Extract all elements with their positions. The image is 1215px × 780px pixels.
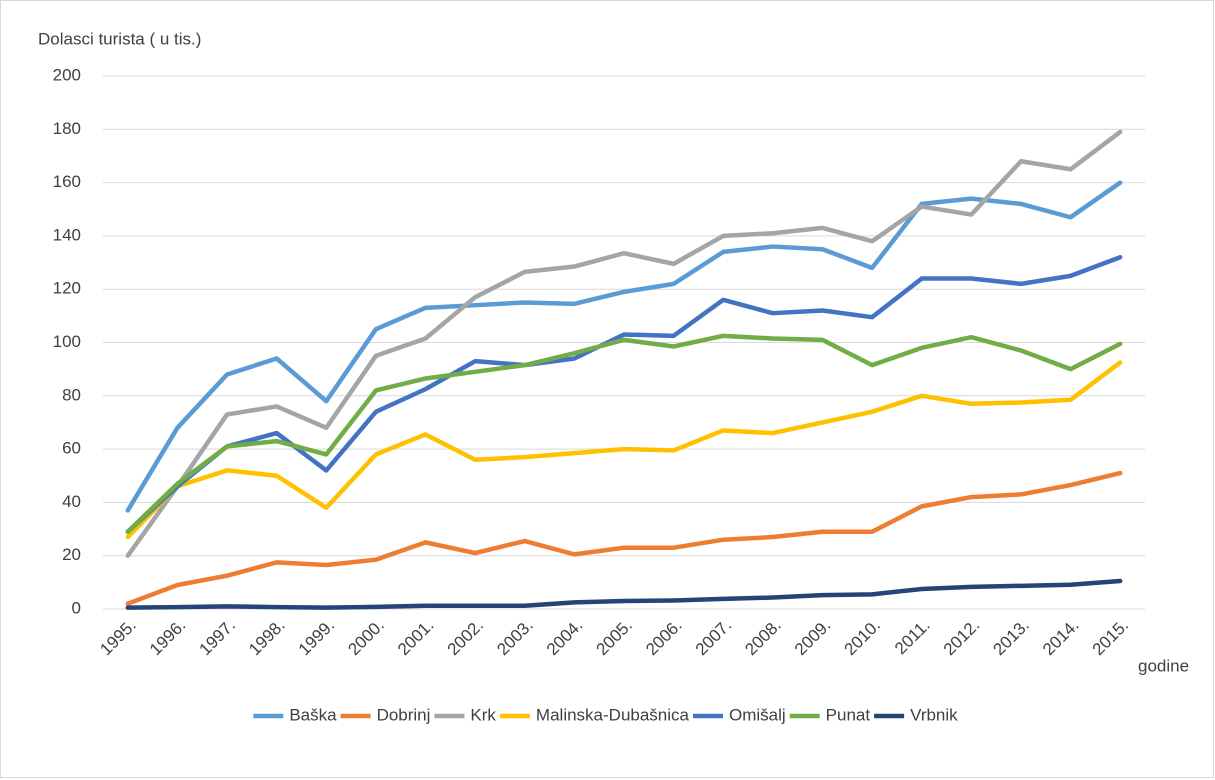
series-line <box>125 360 1123 540</box>
series-line <box>125 333 1123 534</box>
y-tick-label: 140 <box>53 225 81 244</box>
legend-label: Punat <box>826 705 871 724</box>
y-tick-label: 100 <box>53 332 81 351</box>
x-axis-title: godine <box>1138 656 1189 675</box>
y-tick-label: 0 <box>72 598 81 617</box>
y-tick-label: 40 <box>62 492 81 511</box>
series-line <box>125 129 1123 558</box>
legend-label: Vrbnik <box>910 705 958 724</box>
series-line <box>125 470 1123 606</box>
legend-label: Baška <box>289 705 337 724</box>
series-line <box>125 180 1123 513</box>
y-tick-label: 80 <box>62 385 81 404</box>
legend-label: Krk <box>470 705 496 724</box>
series-line <box>125 578 1123 610</box>
y-tick-label: 160 <box>53 172 81 191</box>
legend: Baška Dobrinj Krk Malinska-Dubašnica Omišalj… <box>253 705 958 724</box>
y-tick-label: 20 <box>62 545 81 564</box>
y-tick-label: 120 <box>53 279 81 298</box>
legend-label: Omišalj <box>729 705 786 724</box>
legend-label: Dobrinj <box>377 705 431 724</box>
y-tick-label: 60 <box>62 439 81 458</box>
legend-label: Malinska-Dubašnica <box>536 705 690 724</box>
y-tick-label: 180 <box>53 119 81 138</box>
y-axis-title: Dolasci turista ( u tis.) <box>38 29 201 48</box>
y-tick-label: 200 <box>53 65 81 84</box>
